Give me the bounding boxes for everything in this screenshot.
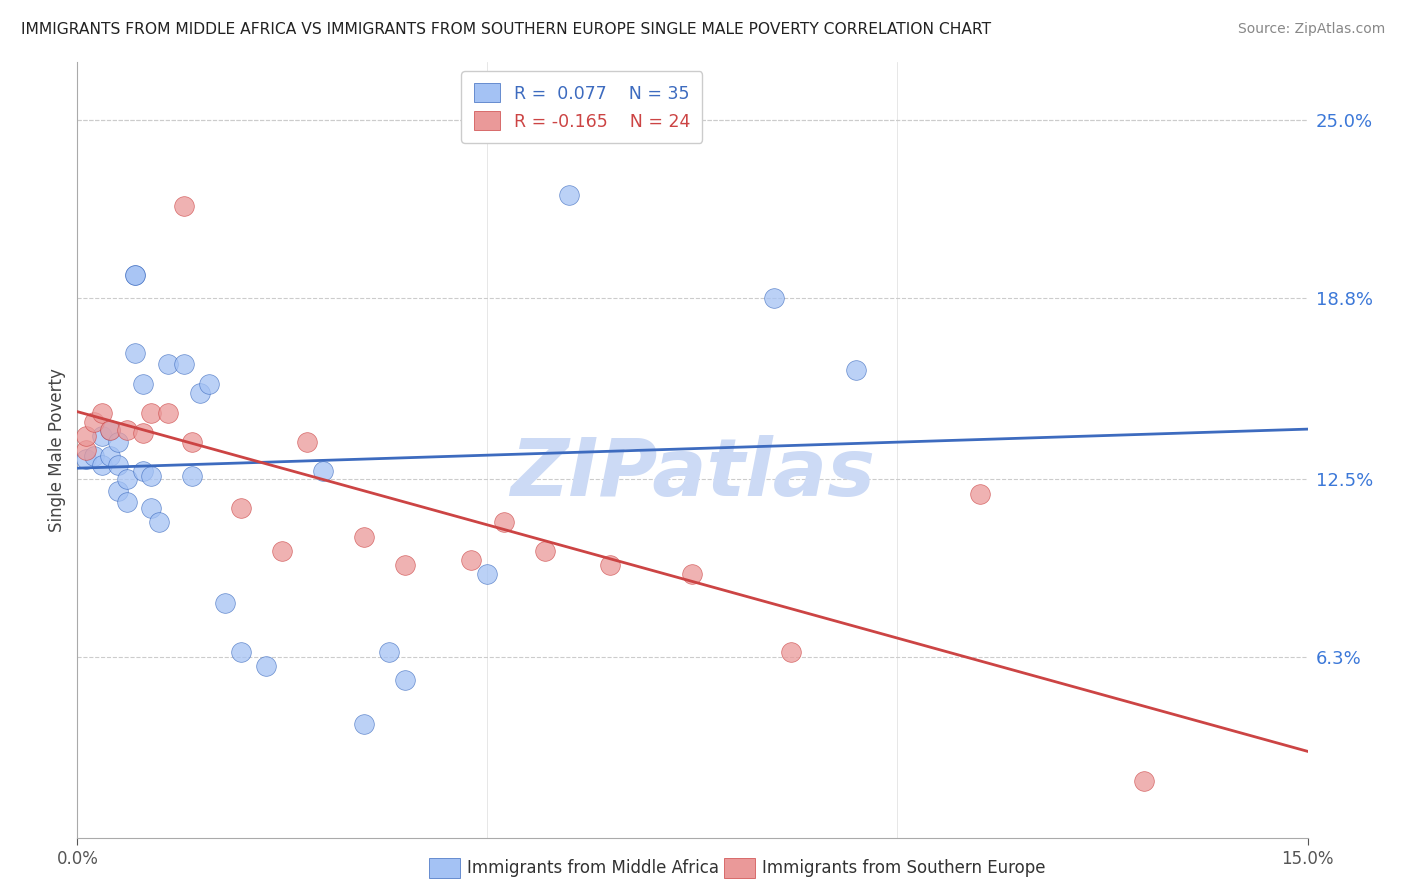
Point <box>353 716 375 731</box>
Point <box>90 458 114 472</box>
Point <box>477 567 499 582</box>
Point <box>90 406 114 420</box>
Text: IMMIGRANTS FROM MIDDLE AFRICA VS IMMIGRANTS FROM SOUTHERN EUROPE SINGLE MALE POV: IMMIGRANTS FROM MIDDLE AFRICA VS IMMIGRA… <box>21 22 991 37</box>
Point <box>148 516 170 530</box>
Point <box>1132 774 1154 789</box>
Point <box>460 552 482 566</box>
Point <box>141 469 163 483</box>
Point <box>156 406 179 420</box>
Point <box>98 449 121 463</box>
Point <box>969 486 991 500</box>
Point <box>173 199 195 213</box>
Point <box>558 187 581 202</box>
Point <box>394 673 416 688</box>
Point <box>492 516 515 530</box>
Point <box>763 291 786 305</box>
Point <box>98 423 121 437</box>
Point <box>188 386 212 401</box>
Point <box>682 567 704 582</box>
Point <box>312 464 335 478</box>
Point <box>254 659 277 673</box>
Text: Source: ZipAtlas.com: Source: ZipAtlas.com <box>1237 22 1385 37</box>
Point <box>75 443 97 458</box>
Point <box>156 357 179 371</box>
Point <box>231 645 253 659</box>
Y-axis label: Single Male Poverty: Single Male Poverty <box>48 368 66 533</box>
Point <box>107 458 129 472</box>
Point <box>98 423 121 437</box>
Point <box>394 558 416 573</box>
Point <box>181 434 204 449</box>
Point <box>141 500 163 515</box>
Point <box>780 645 803 659</box>
Point <box>115 495 138 509</box>
Point <box>214 596 236 610</box>
Legend: R =  0.077    N = 35, R = -0.165    N = 24: R = 0.077 N = 35, R = -0.165 N = 24 <box>461 71 702 143</box>
Point <box>115 472 138 486</box>
Point <box>75 452 97 467</box>
Point <box>132 464 155 478</box>
Point <box>197 377 219 392</box>
Text: Immigrants from Middle Africa: Immigrants from Middle Africa <box>467 859 718 877</box>
Point <box>845 363 868 377</box>
Text: Immigrants from Southern Europe: Immigrants from Southern Europe <box>762 859 1046 877</box>
Point <box>83 415 105 429</box>
Text: ZIPatlas: ZIPatlas <box>510 434 875 513</box>
Point <box>90 429 114 443</box>
Point <box>107 483 129 498</box>
Point <box>75 429 97 443</box>
Point <box>181 469 204 483</box>
Point <box>231 500 253 515</box>
Point <box>115 423 138 437</box>
Point <box>378 645 401 659</box>
Point <box>124 268 146 282</box>
Point <box>173 357 195 371</box>
Point <box>141 406 163 420</box>
Point <box>132 426 155 441</box>
Point <box>353 530 375 544</box>
Point <box>132 377 155 392</box>
Point <box>124 268 146 282</box>
Point <box>107 434 129 449</box>
Point <box>534 544 557 558</box>
Point <box>271 544 294 558</box>
Point <box>83 449 105 463</box>
Point <box>124 345 146 359</box>
Point <box>295 434 318 449</box>
Point <box>599 558 621 573</box>
